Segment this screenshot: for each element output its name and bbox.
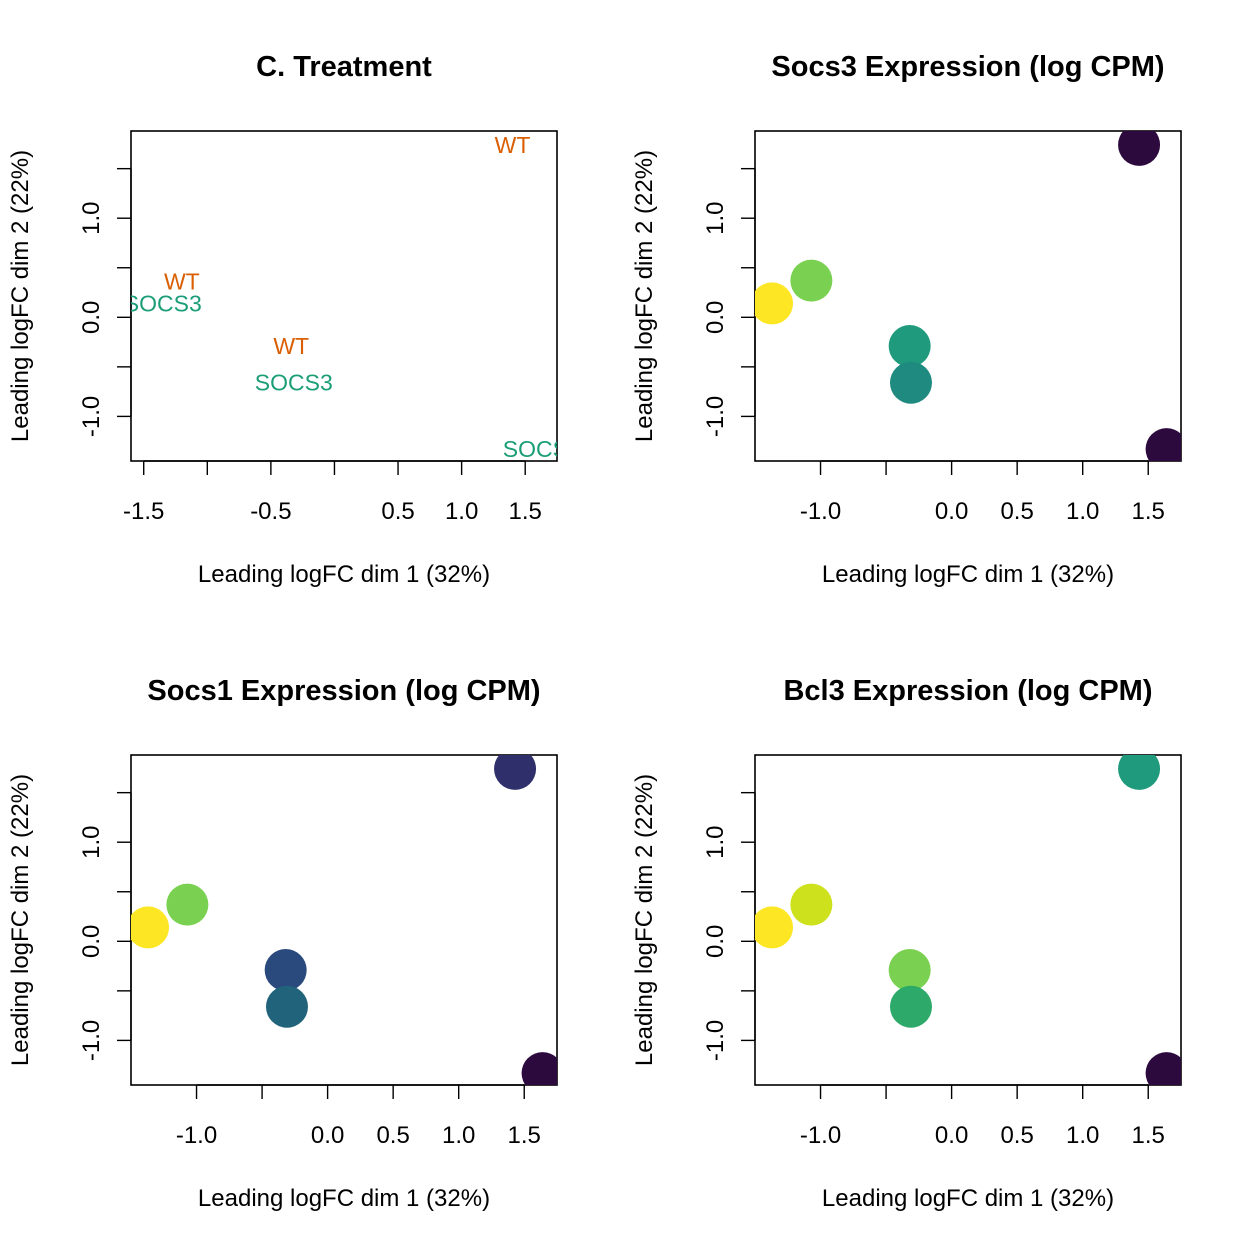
x-tick-label: 0.5	[1000, 1122, 1033, 1149]
point-label: SOCS3	[255, 370, 333, 396]
x-tick-label: 1.0	[1066, 498, 1099, 525]
data-point	[888, 949, 931, 992]
x-tick-label: 0.5	[381, 498, 414, 525]
panel-title: Socs3 Expression (log CPM)	[771, 51, 1164, 83]
x-tick-label: 1.5	[1132, 498, 1165, 525]
data-point	[494, 755, 537, 790]
x-tick-label: -1.5	[123, 498, 164, 525]
data-point	[1145, 428, 1181, 461]
data-marks	[131, 755, 557, 1085]
y-tick-label: 1.0	[78, 826, 105, 859]
x-tick-label: 1.5	[509, 498, 542, 525]
data-point	[889, 361, 932, 404]
y-tick-label: -1.0	[702, 396, 729, 437]
data-marks	[755, 755, 1181, 1085]
data-point	[265, 985, 308, 1028]
data-point	[755, 282, 794, 325]
y-tick-label: -1.0	[702, 1020, 729, 1061]
y-tick-label: 0.0	[78, 925, 105, 958]
x-tick-label: 1.0	[1066, 1122, 1099, 1149]
axis-ticks: -1.0 0.0 0.5 1.0 1.5 -1.0 0.0 1.0	[702, 167, 1165, 525]
data-point	[166, 883, 209, 926]
x-tick-label: -1.0	[800, 1122, 841, 1149]
point-label: WT	[164, 269, 200, 295]
data-point	[1118, 131, 1161, 166]
data-point	[790, 883, 833, 926]
panel-treatment: C. Treatment Leading logFC dim 1 (32%) L…	[7, 51, 581, 588]
x-tick-label: 0.0	[311, 1122, 344, 1149]
point-label: SOCS3	[503, 436, 581, 462]
data-point	[131, 906, 170, 949]
data-marks	[755, 131, 1181, 461]
x-tick-label: -1.0	[800, 498, 841, 525]
y-tick-label: 1.0	[702, 826, 729, 859]
panel-socs1: Socs1 Expression (log CPM) Leading logFC…	[7, 675, 558, 1212]
x-tick-label: 1.5	[1132, 1122, 1165, 1149]
x-tick-label: 0.0	[935, 1122, 968, 1149]
point-label: WT	[273, 333, 309, 359]
data-point	[790, 259, 833, 302]
x-axis-label: Leading logFC dim 1 (32%)	[198, 561, 490, 588]
y-tick-label: -1.0	[78, 396, 105, 437]
point-label: SOCS3	[124, 290, 202, 316]
y-tick-label: 0.0	[702, 925, 729, 958]
x-tick-label: -1.0	[176, 1122, 217, 1149]
x-tick-label: -0.5	[250, 498, 291, 525]
y-axis-label: Leading logFC dim 2 (22%)	[631, 150, 658, 442]
x-tick-label: 1.0	[445, 498, 478, 525]
data-point	[521, 1052, 557, 1085]
panel-title: Socs1 Expression (log CPM)	[147, 675, 540, 707]
y-axis-label: Leading logFC dim 2 (22%)	[7, 774, 34, 1066]
x-tick-label: 1.0	[442, 1122, 475, 1149]
x-tick-label: 0.5	[376, 1122, 409, 1149]
data-point	[1118, 755, 1161, 790]
y-tick-label: 1.0	[702, 202, 729, 235]
panel-title: C. Treatment	[256, 51, 432, 83]
data-point	[264, 949, 307, 992]
x-axis-label: Leading logFC dim 1 (32%)	[822, 1185, 1114, 1212]
x-axis-label: Leading logFC dim 1 (32%)	[822, 561, 1114, 588]
data-point	[1145, 1052, 1181, 1085]
y-axis-label: Leading logFC dim 2 (22%)	[7, 150, 34, 442]
axis-ticks: -1.5 -0.5 0.5 1.0 1.5 -1.0 0.0 1.0	[78, 167, 542, 525]
data-point	[888, 325, 931, 368]
point-label: WT	[495, 132, 531, 158]
panel-socs3: Socs3 Expression (log CPM) Leading logFC…	[631, 51, 1182, 588]
x-tick-label: 1.5	[508, 1122, 541, 1149]
panel-title: Bcl3 Expression (log CPM)	[783, 675, 1152, 707]
y-tick-label: -1.0	[78, 1020, 105, 1061]
axis-ticks: -1.0 0.0 0.5 1.0 1.5 -1.0 0.0 1.0	[78, 791, 541, 1149]
y-tick-label: 1.0	[78, 202, 105, 235]
y-tick-label: 0.0	[702, 301, 729, 334]
y-tick-label: 0.0	[78, 301, 105, 334]
y-axis-label: Leading logFC dim 2 (22%)	[631, 774, 658, 1066]
panel-bcl3: Bcl3 Expression (log CPM) Leading logFC …	[631, 675, 1182, 1212]
data-point	[889, 985, 932, 1028]
x-axis-label: Leading logFC dim 1 (32%)	[198, 1185, 490, 1212]
x-tick-label: 0.0	[935, 498, 968, 525]
data-point	[755, 906, 794, 949]
x-tick-label: 0.5	[1000, 498, 1033, 525]
